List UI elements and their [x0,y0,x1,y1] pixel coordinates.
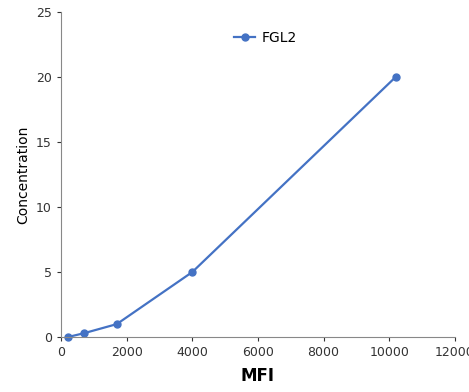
Y-axis label: Concentration: Concentration [16,125,30,223]
Legend: FGL2: FGL2 [232,29,300,48]
FGL2 [81,331,87,336]
X-axis label: MFI: MFI [241,367,275,385]
Line: FGL2: FGL2 [64,73,399,341]
FGL2 [393,74,399,79]
FGL2 [114,322,120,327]
FGL2 [65,335,70,339]
FGL2 [189,270,195,274]
